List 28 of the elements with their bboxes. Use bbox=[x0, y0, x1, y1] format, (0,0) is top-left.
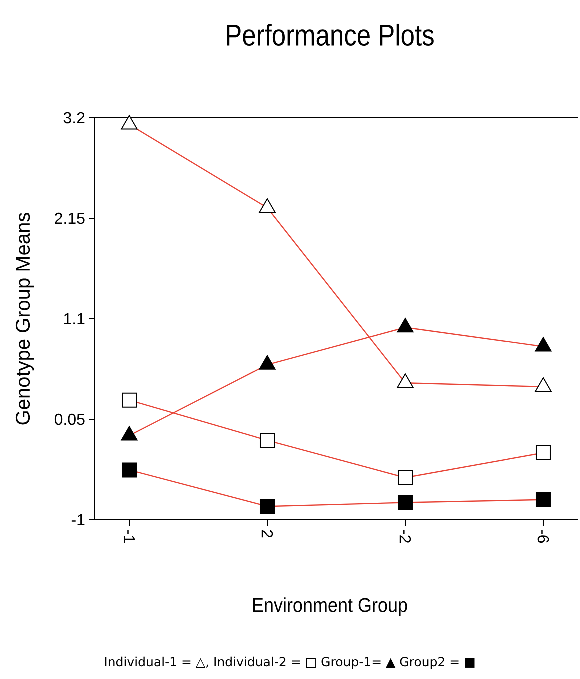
x-tick-label: -6 bbox=[538, 530, 550, 544]
point bbox=[121, 115, 138, 130]
point bbox=[535, 377, 552, 392]
point bbox=[536, 492, 551, 508]
y-tick-label: 3.2 bbox=[64, 112, 85, 124]
point bbox=[122, 392, 137, 408]
y-tick-label: -1 bbox=[72, 514, 85, 526]
y-tick-label: 1.1 bbox=[64, 313, 85, 324]
x-axis-title: Environment Group bbox=[253, 598, 408, 616]
point bbox=[260, 433, 275, 448]
y-axis-title: Genotype Group Means bbox=[16, 213, 34, 425]
point bbox=[259, 198, 276, 213]
point bbox=[259, 355, 276, 370]
chart-title: Performance Plots bbox=[227, 24, 434, 46]
point bbox=[397, 318, 414, 333]
point bbox=[397, 374, 414, 388]
y-tick-label: 2.15 bbox=[55, 212, 85, 224]
y-tick-label: 0.05 bbox=[54, 414, 85, 426]
point bbox=[398, 470, 413, 486]
text: Individual-1 = △, Individual-2 = □ Group-1= ▲ Group2 = ■ bbox=[105, 656, 475, 670]
point bbox=[398, 495, 413, 510]
x-tick-label: -2 bbox=[400, 530, 412, 543]
point bbox=[122, 462, 137, 478]
point bbox=[260, 499, 275, 514]
x-tick-label: -1 bbox=[124, 530, 136, 543]
point bbox=[535, 337, 552, 352]
point bbox=[536, 445, 551, 460]
x-tick-label: 2 bbox=[262, 530, 274, 538]
